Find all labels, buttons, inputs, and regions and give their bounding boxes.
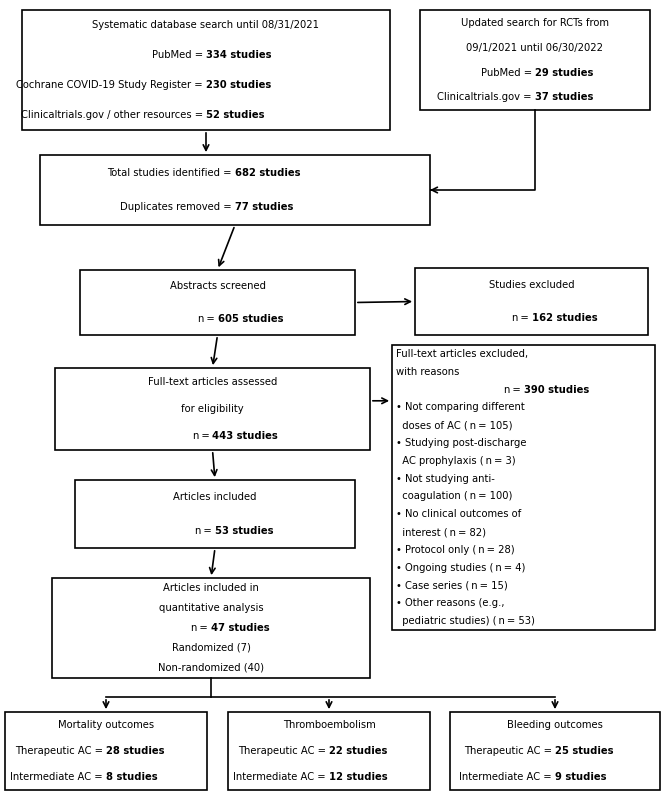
Bar — [420, 10, 650, 110]
Text: 390 studies: 390 studies — [523, 385, 589, 394]
Bar — [55, 368, 370, 450]
Bar — [5, 712, 207, 790]
Text: • Ongoing studies ( n = 4): • Ongoing studies ( n = 4) — [396, 562, 525, 573]
Text: Total studies identified =: Total studies identified = — [107, 167, 235, 178]
Text: Intermediate AC =: Intermediate AC = — [460, 772, 555, 782]
Text: Intermediate AC =: Intermediate AC = — [10, 772, 106, 782]
Bar — [22, 10, 390, 130]
Text: 29 studies: 29 studies — [535, 67, 593, 78]
Text: n =: n = — [195, 526, 215, 536]
Text: 12 studies: 12 studies — [329, 772, 388, 782]
Text: Abstracts screened: Abstracts screened — [170, 282, 266, 291]
Text: 8 studies: 8 studies — [106, 772, 158, 782]
Text: with reasons: with reasons — [396, 366, 460, 377]
Text: Therapeutic AC =: Therapeutic AC = — [464, 746, 555, 756]
Text: quantitative analysis: quantitative analysis — [159, 603, 263, 613]
Text: • Other reasons (e.g.,: • Other reasons (e.g., — [396, 598, 505, 608]
Text: Full-text articles excluded,: Full-text articles excluded, — [396, 349, 528, 359]
Text: 443 studies: 443 studies — [212, 431, 278, 442]
Text: 230 studies: 230 studies — [206, 80, 271, 90]
Text: coagulation ( n = 100): coagulation ( n = 100) — [396, 491, 512, 502]
Text: 334 studies: 334 studies — [206, 50, 272, 60]
Bar — [52, 578, 370, 678]
Bar — [40, 155, 430, 225]
Text: Thromboembolism: Thromboembolism — [282, 720, 376, 730]
Text: Therapeutic AC =: Therapeutic AC = — [238, 746, 329, 756]
Text: Full-text articles assessed: Full-text articles assessed — [148, 377, 277, 386]
Text: • Case series ( n = 15): • Case series ( n = 15) — [396, 581, 507, 590]
Text: PubMed =: PubMed = — [481, 67, 535, 78]
Text: n =: n = — [511, 314, 531, 323]
Text: 25 studies: 25 studies — [555, 746, 613, 756]
Text: Intermediate AC =: Intermediate AC = — [233, 772, 329, 782]
Text: 605 studies: 605 studies — [218, 314, 283, 324]
Text: Systematic database search until 08/31/2021: Systematic database search until 08/31/2… — [93, 20, 320, 30]
Text: pediatric studies) ( n = 53): pediatric studies) ( n = 53) — [396, 616, 535, 626]
Text: Articles included in: Articles included in — [163, 583, 259, 593]
Text: Cochrane COVID-19 Study Register =: Cochrane COVID-19 Study Register = — [16, 80, 206, 90]
Text: n =: n = — [191, 623, 211, 633]
Text: 9 studies: 9 studies — [555, 772, 607, 782]
Text: 22 studies: 22 studies — [329, 746, 388, 756]
Text: n =: n = — [503, 385, 523, 394]
Text: Duplicates removed =: Duplicates removed = — [121, 202, 235, 213]
Text: 162 studies: 162 studies — [531, 314, 597, 323]
Text: 47 studies: 47 studies — [211, 623, 270, 633]
Text: n =: n = — [192, 431, 212, 442]
Text: n =: n = — [198, 314, 218, 324]
Text: • Not comparing different: • Not comparing different — [396, 402, 525, 412]
Text: Updated search for RCTs from: Updated search for RCTs from — [461, 18, 609, 27]
Text: Studies excluded: Studies excluded — [489, 280, 574, 290]
Bar — [228, 712, 430, 790]
Text: for eligibility: for eligibility — [181, 404, 244, 414]
Text: • Protocol only ( n = 28): • Protocol only ( n = 28) — [396, 545, 515, 555]
Bar — [450, 712, 660, 790]
Text: Randomized (7): Randomized (7) — [172, 643, 250, 653]
Text: 37 studies: 37 studies — [535, 93, 593, 102]
Bar — [80, 270, 355, 335]
Text: Therapeutic AC =: Therapeutic AC = — [15, 746, 106, 756]
Text: Articles included: Articles included — [173, 492, 257, 502]
Text: 52 studies: 52 studies — [206, 110, 264, 120]
Text: 77 studies: 77 studies — [235, 202, 294, 213]
Text: • Studying post-discharge: • Studying post-discharge — [396, 438, 527, 448]
Text: • No clinical outcomes of: • No clinical outcomes of — [396, 510, 521, 519]
Text: AC prophylaxis ( n = 3): AC prophylaxis ( n = 3) — [396, 456, 515, 466]
Text: • Not studying anti-: • Not studying anti- — [396, 474, 495, 483]
Text: 28 studies: 28 studies — [106, 746, 165, 756]
Bar — [392, 345, 655, 630]
Text: 682 studies: 682 studies — [235, 167, 300, 178]
Text: Clinicaltrials.gov / other resources =: Clinicaltrials.gov / other resources = — [21, 110, 206, 120]
Text: Clinicaltrials.gov =: Clinicaltrials.gov = — [438, 93, 535, 102]
Text: 09/1/2021 until 06/30/2022: 09/1/2021 until 06/30/2022 — [466, 42, 603, 53]
Text: interest ( n = 82): interest ( n = 82) — [396, 527, 486, 537]
Text: Bleeding outcomes: Bleeding outcomes — [507, 720, 603, 730]
Bar — [415, 268, 648, 335]
Bar — [75, 480, 355, 548]
Text: 53 studies: 53 studies — [215, 526, 274, 536]
Text: PubMed =: PubMed = — [152, 50, 206, 60]
Text: Non-randomized (40): Non-randomized (40) — [158, 663, 264, 673]
Text: Mortality outcomes: Mortality outcomes — [58, 720, 154, 730]
Text: doses of AC ( n = 105): doses of AC ( n = 105) — [396, 420, 513, 430]
